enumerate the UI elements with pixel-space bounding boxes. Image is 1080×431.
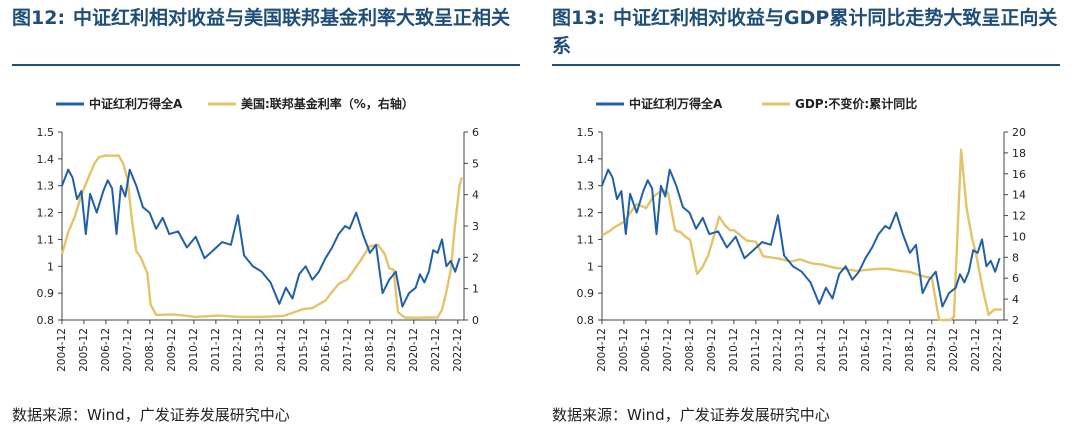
right-tick-label: 2 — [1012, 314, 1019, 327]
x-tick-label: 2006-12 — [640, 328, 652, 372]
left-tick-label: 1.5 — [577, 126, 595, 139]
x-tick-label: 2017-12 — [882, 328, 894, 372]
series-line-gold — [60, 154, 463, 319]
series-line-blue — [601, 168, 1001, 308]
x-tick-label: 2019-12 — [386, 328, 398, 372]
left-tick-label: 1 — [47, 260, 54, 273]
figure-13-chart: 中证红利万得全A GDP:不变价:累计同比 0.8 0.9 1 1.1 1.2 1.3 1.4 1… — [577, 96, 1027, 372]
figure-12-source: 数据来源：Wind，广发证券发展研究中心 — [12, 406, 290, 424]
x-tick-label: 2006-12 — [100, 328, 112, 372]
x-tick-label: 2013-12 — [794, 328, 806, 372]
left-tick-label: 1.3 — [577, 180, 595, 193]
x-tick-label: 2004-12 — [596, 328, 608, 372]
x-tick-label: 2019-12 — [926, 328, 938, 372]
right-tick-label: 5 — [472, 157, 479, 170]
legend: 中证红利万得全A 美国:联邦基金利率（%，右轴） — [56, 96, 414, 111]
right-tick-label: 10 — [1012, 230, 1026, 243]
left-tick-label: 1.4 — [577, 153, 595, 166]
x-tick-label: 2015-12 — [838, 328, 850, 372]
x-tick-label: 2012-12 — [772, 328, 784, 372]
legend-label-gold: 美国:联邦基金利率（%，右轴） — [241, 96, 414, 111]
figure-13-number: 图13: — [552, 7, 606, 29]
x-tick-label: 2007-12 — [122, 328, 134, 372]
x-tick-label: 2010-12 — [728, 328, 740, 372]
x-tick-label: 2020-12 — [948, 328, 960, 372]
x-tick-label: 2016-12 — [860, 328, 872, 372]
figure-12-title: 图12: 中证红利相对收益与美国联邦基金利率大致呈正相关 — [12, 4, 532, 32]
right-tick-label: 14 — [1012, 189, 1026, 202]
figure-13-title-text: 中证红利相对收益与GDP累计同比走势大致呈正向关系 — [552, 7, 1058, 57]
right-tick-label: 20 — [1012, 126, 1026, 139]
right-tick-label: 2 — [472, 251, 479, 264]
x-tick-label: 2004-12 — [56, 328, 68, 372]
right-tick-label: 6 — [1012, 272, 1019, 285]
legend-label-blue: 中证红利万得全A — [629, 96, 723, 111]
left-tick-label: 0.8 — [37, 314, 55, 327]
title-rule — [12, 64, 520, 66]
left-tick-label: 1.1 — [577, 233, 595, 246]
figure-12-chart: 中证红利万得全A 美国:联邦基金利率（%，右轴） 0.8 0.9 1 1.1 1.2 1.3 1… — [37, 96, 480, 372]
series-line-gold — [601, 148, 1002, 322]
figure-13-source: 数据来源：Wind，广发证券发展研究中心 — [552, 406, 830, 424]
x-tick-label: 2022-12 — [992, 328, 1004, 372]
left-tick-label: 1 — [587, 260, 594, 273]
right-tick-label: 4 — [1012, 293, 1019, 306]
figure-12-title-text: 中证红利相对收益与美国联邦基金利率大致呈正相关 — [73, 7, 511, 29]
left-tick-label: 1.4 — [37, 153, 55, 166]
figure-12-number: 图12: — [12, 7, 66, 29]
left-tick-label: 1.2 — [37, 207, 55, 220]
x-tick-label: 2022-12 — [452, 328, 464, 372]
right-tick-label: 16 — [1012, 168, 1026, 181]
x-tick-label: 2009-12 — [166, 328, 178, 372]
x-tick-label: 2017-12 — [342, 328, 354, 372]
right-tick-label: 3 — [472, 220, 479, 233]
x-tick-label: 2009-12 — [706, 328, 718, 372]
x-tick-label: 2013-12 — [254, 328, 266, 372]
right-tick-label: 12 — [1012, 210, 1026, 223]
left-tick-label: 1.5 — [37, 126, 55, 139]
x-tick-label: 2014-12 — [816, 328, 828, 372]
figure-12-panel: 图12: 中证红利相对收益与美国联邦基金利率大致呈正相关 中证红利万得全A 美国:联… — [12, 0, 532, 431]
figure-13-title: 图13: 中证红利相对收益与GDP累计同比走势大致呈正向关系 — [552, 4, 1072, 60]
title-rule — [552, 64, 1060, 66]
legend-label-blue: 中证红利万得全A — [89, 96, 183, 111]
x-tick-label: 2021-12 — [970, 328, 982, 372]
x-tick-label: 2018-12 — [364, 328, 376, 372]
x-tick-label: 2021-12 — [430, 328, 442, 372]
legend: 中证红利万得全A GDP:不变价:累计同比 — [596, 96, 917, 111]
series-line-blue — [61, 168, 461, 308]
left-tick-label: 0.9 — [37, 287, 55, 300]
x-tick-label: 2011-12 — [210, 328, 222, 372]
right-tick-label: 0 — [472, 314, 479, 327]
left-tick-label: 0.9 — [577, 287, 595, 300]
x-tick-label: 2007-12 — [662, 328, 674, 372]
right-tick-label: 18 — [1012, 147, 1026, 160]
x-tick-label: 2020-12 — [408, 328, 420, 372]
left-tick-label: 0.8 — [577, 314, 595, 327]
left-tick-label: 1.1 — [37, 233, 55, 246]
figure-13-panel: 图13: 中证红利相对收益与GDP累计同比走势大致呈正向关系 中证红利万得全A GD… — [552, 0, 1072, 431]
x-tick-label: 2016-12 — [320, 328, 332, 372]
left-tick-label: 1.2 — [577, 207, 595, 220]
right-tick-label: 6 — [472, 126, 479, 139]
right-tick-label: 1 — [472, 283, 479, 296]
x-tick-label: 2014-12 — [276, 328, 288, 372]
x-tick-label: 2010-12 — [188, 328, 200, 372]
x-tick-label: 2005-12 — [618, 328, 630, 372]
left-tick-label: 1.3 — [37, 180, 55, 193]
legend-label-gold: GDP:不变价:累计同比 — [795, 96, 917, 111]
right-tick-label: 8 — [1012, 251, 1019, 264]
x-tick-label: 2018-12 — [904, 328, 916, 372]
x-tick-label: 2011-12 — [750, 328, 762, 372]
x-tick-label: 2012-12 — [232, 328, 244, 372]
x-tick-label: 2015-12 — [298, 328, 310, 372]
right-tick-label: 4 — [472, 189, 479, 202]
x-tick-label: 2008-12 — [684, 328, 696, 372]
x-tick-label: 2005-12 — [78, 328, 90, 372]
x-tick-label: 2008-12 — [144, 328, 156, 372]
